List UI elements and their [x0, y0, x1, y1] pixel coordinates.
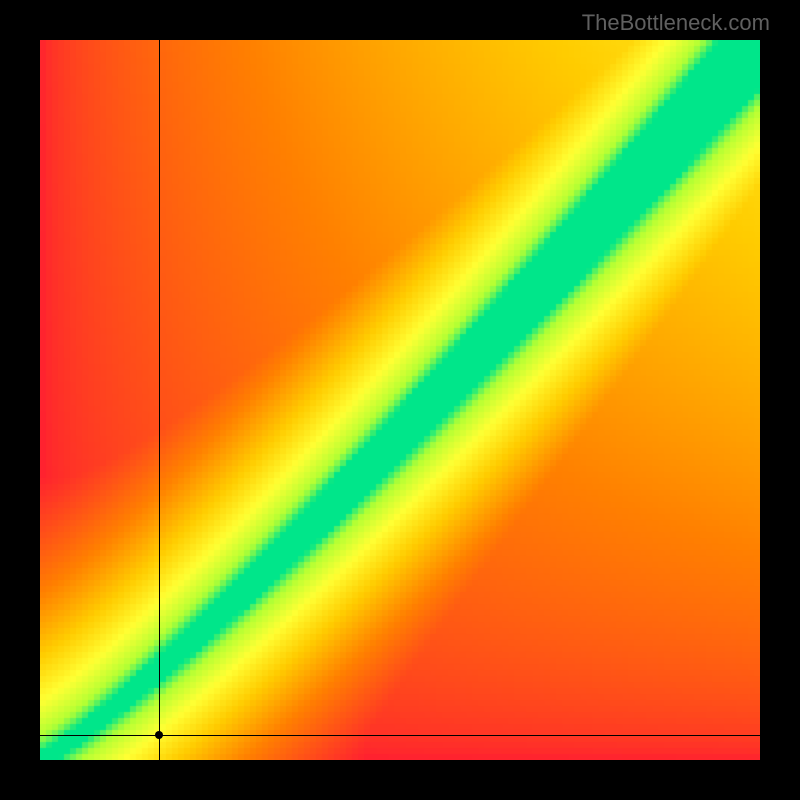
marker-point — [155, 731, 163, 739]
heatmap-canvas — [40, 40, 760, 760]
watermark-text: TheBottleneck.com — [582, 10, 770, 36]
crosshair-horizontal — [40, 735, 760, 736]
crosshair-vertical — [159, 40, 160, 760]
bottleneck-heatmap — [40, 40, 760, 760]
